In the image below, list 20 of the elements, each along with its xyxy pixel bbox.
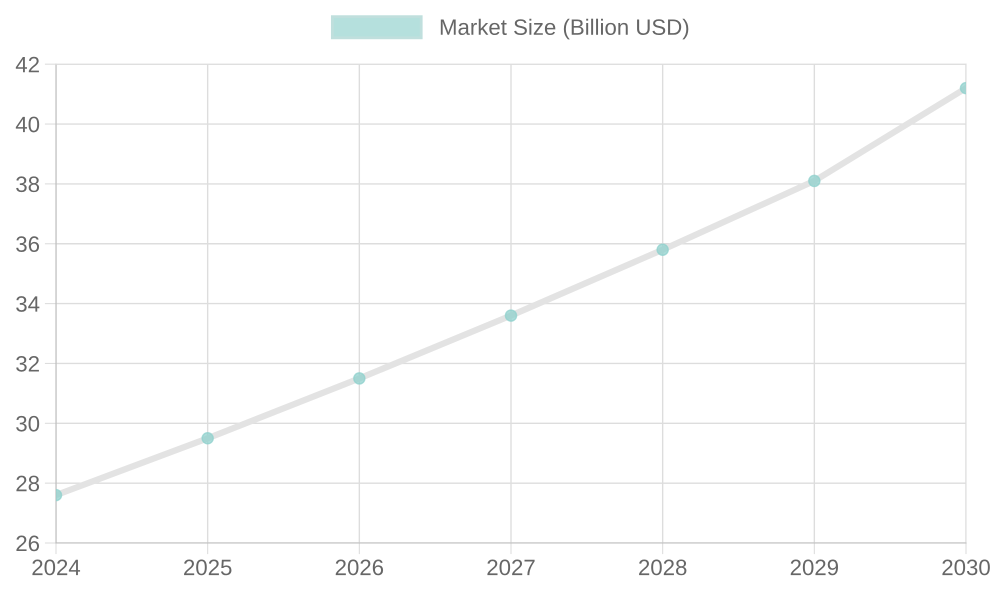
x-tick-label: 2026 [336, 560, 384, 576]
point [504, 309, 518, 322]
y-tick-label: 28 [16, 476, 40, 492]
y-tick-label: 38 [16, 176, 40, 192]
legend-label: Market Size (Billion USD) [440, 18, 688, 40]
y-tick-label: 30 [16, 416, 40, 432]
y-tick-label: 36 [16, 236, 40, 252]
x-tick-label: 2028 [639, 560, 686, 576]
x-tick-label: 2030 [942, 560, 990, 576]
y-tick-label: 34 [16, 296, 40, 312]
x-tick-label: 2029 [790, 560, 838, 576]
y-tick-label: 42 [16, 56, 39, 72]
x-tick-label: 2027 [487, 560, 535, 576]
y-tick-label: 26 [16, 536, 40, 552]
x-tick-label: 2024 [32, 560, 80, 576]
y-tick-label: 32 [16, 356, 39, 372]
point [353, 372, 366, 385]
x-tick-label: 2025 [184, 560, 232, 576]
y-tick-label: 40 [16, 116, 40, 132]
point [656, 243, 669, 256]
